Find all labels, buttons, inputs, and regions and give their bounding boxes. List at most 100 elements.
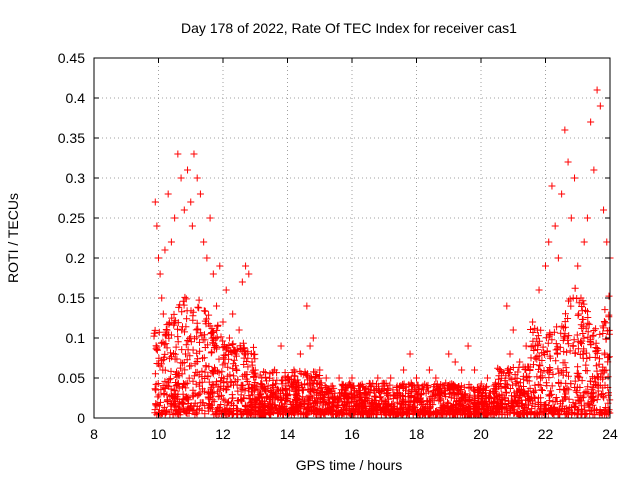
data-point [509,326,517,334]
x-tick-label: 24 [602,426,618,442]
x-tick-label: 8 [90,426,98,442]
data-point [251,366,259,374]
data-point [387,374,395,382]
y-tick-label: 0 [77,410,85,426]
x-tick-label: 16 [344,426,360,442]
data-point [400,366,408,374]
y-tick-label: 0.15 [58,290,85,306]
data-point [580,238,588,246]
data-point [571,174,579,182]
data-point [413,374,420,382]
data-point [529,318,537,326]
data-point [348,374,356,382]
data-point [206,214,214,222]
data-point [451,358,459,366]
data-point [156,270,164,278]
data-point [587,118,595,126]
data-point [216,262,224,270]
x-tick-label: 14 [280,426,296,442]
data-point [545,238,553,246]
data-point [296,350,304,358]
data-point [174,150,182,158]
data-point [158,294,166,302]
y-tick-label: 0.2 [66,250,86,266]
data-point [342,382,350,390]
data-point [232,350,240,358]
data-point [306,342,314,350]
data-point [200,238,208,246]
y-tick-label: 0.25 [58,210,85,226]
data-point [551,222,559,230]
data-point [506,350,514,358]
grid-lines [94,58,610,418]
data-point [171,214,179,222]
data-point [590,166,598,174]
data-point [600,206,608,214]
data-point [193,174,201,182]
data-point [219,318,227,326]
scatter-density-cloud [150,284,614,419]
data-point [548,182,556,190]
data-point [238,278,246,286]
data-point [406,350,414,358]
x-tick-label: 22 [538,426,554,442]
data-point [567,214,575,222]
data-point [242,262,250,270]
data-point [159,310,167,318]
data-points [150,86,614,419]
data-point [483,374,491,382]
data-point [225,334,233,342]
data-point [161,246,169,254]
data-point [367,382,375,390]
data-point [213,302,221,310]
data-point [542,262,549,270]
data-point [151,198,159,206]
y-tick-label: 0.4 [66,90,86,106]
data-point [322,374,330,382]
y-tick-label: 0.35 [58,130,85,146]
data-point [354,382,362,390]
data-point [222,286,230,294]
data-point [264,382,272,390]
data-point [471,366,479,374]
data-point [554,254,562,262]
data-point [258,374,266,382]
data-point [561,126,569,134]
data-point [458,366,466,374]
data-point [425,366,433,374]
data-point [577,294,585,302]
data-point [419,382,427,390]
data-point [464,342,472,350]
data-point [167,238,175,246]
y-tick-label: 0.45 [58,50,85,66]
data-point [558,190,566,198]
data-point [574,262,582,270]
data-point [187,198,195,206]
data-point [229,310,237,318]
data-point [290,366,298,374]
data-point [374,374,382,382]
data-point [177,174,185,182]
data-point [203,254,211,262]
data-point [335,374,343,382]
data-point [503,302,511,310]
data-point [496,366,504,374]
data-point [438,382,446,390]
data-point [188,222,196,230]
data-point [361,390,369,398]
data-point [564,158,572,166]
data-point [245,270,253,278]
x-tick-label: 18 [409,426,425,442]
data-point [277,342,285,350]
data-point [490,382,498,390]
x-axis-label: GPS time / hours [296,457,403,473]
x-tick-label: 12 [215,426,231,442]
data-point [516,358,524,366]
data-point [309,334,317,342]
data-point [155,254,162,262]
y-tick-label: 0.1 [66,330,86,346]
data-point [380,382,388,390]
data-point [184,166,192,174]
data-point [583,214,591,222]
